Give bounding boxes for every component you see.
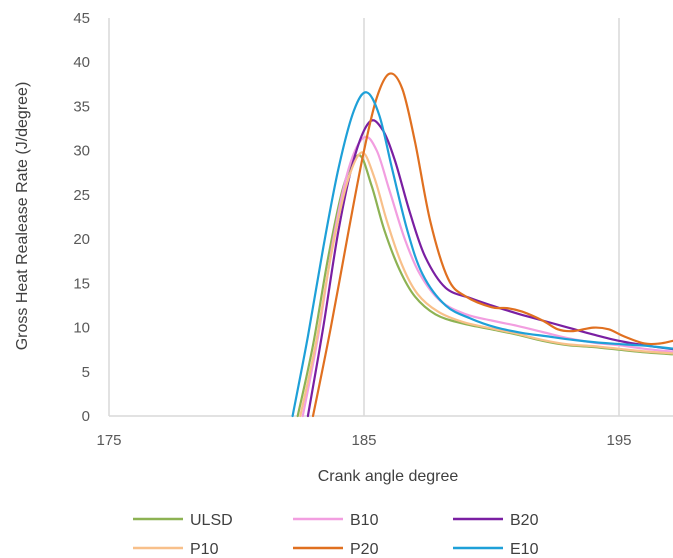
y-tick-label: 35 <box>73 98 90 115</box>
x-tick-label: 175 <box>96 432 121 449</box>
legend-label: P10 <box>190 541 219 558</box>
legend-item-b10: B10 <box>293 512 379 529</box>
x-axis-title: Crank angle degree <box>318 468 459 485</box>
y-tick-label: 15 <box>73 275 90 292</box>
y-tick-label: 5 <box>82 364 90 381</box>
series-line-b20 <box>306 119 673 418</box>
legend-item-ulsd: ULSD <box>133 512 233 529</box>
legend-label: ULSD <box>190 512 233 529</box>
legend-item-p10: P10 <box>133 541 219 558</box>
grid <box>108 18 673 417</box>
y-tick-label: 0 <box>82 408 90 425</box>
series-line-ulsd <box>296 154 673 418</box>
series-line-p10 <box>299 151 673 418</box>
y-tick-labels: 0 5 10 15 20 25 30 35 40 45 <box>73 10 90 425</box>
series-lines <box>291 72 673 418</box>
x-tick-label: 195 <box>606 432 631 449</box>
legend-item-e10: E10 <box>453 541 539 558</box>
legend-item-b20: B20 <box>453 512 539 529</box>
x-tick-label: 185 <box>351 432 376 449</box>
legend: ULSD B10 B20 P10 P20 E10 <box>133 512 539 558</box>
y-axis-title: Gross Heat Realease Rate (J/degree) <box>14 82 31 351</box>
y-tick-label: 25 <box>73 187 90 204</box>
legend-item-p20: P20 <box>293 541 379 558</box>
legend-label: P20 <box>350 541 379 558</box>
legend-label: E10 <box>510 541 539 558</box>
series-line-b10 <box>301 135 673 418</box>
y-tick-label: 10 <box>73 320 90 337</box>
y-tick-label: 45 <box>73 10 90 27</box>
y-tick-label: 40 <box>73 54 90 71</box>
y-tick-label: 20 <box>73 231 90 248</box>
series-line-e10 <box>291 91 673 418</box>
y-tick-label: 30 <box>73 143 90 160</box>
legend-label: B10 <box>350 512 379 529</box>
legend-label: B20 <box>510 512 539 529</box>
series-line-p20 <box>311 72 673 418</box>
x-tick-labels: 175185195205215 <box>96 432 631 449</box>
